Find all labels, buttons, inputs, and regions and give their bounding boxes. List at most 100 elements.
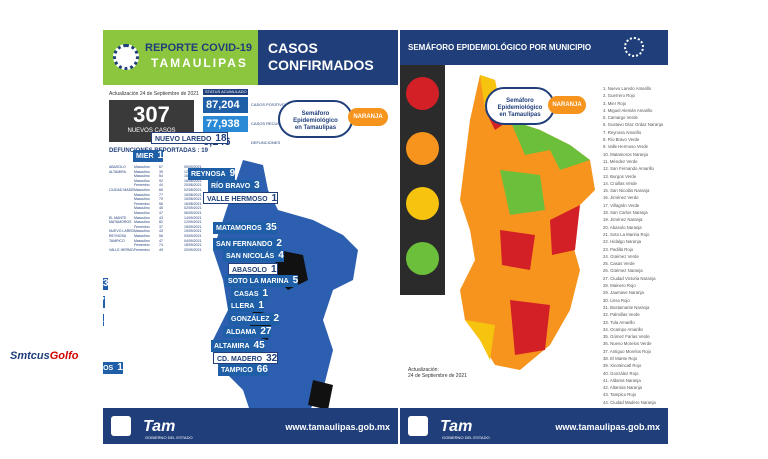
green-light-icon xyxy=(406,242,439,275)
semaforo-title: SEMÁFORO EPIDEMIOLÓGICO POR MUNICIPIO xyxy=(408,43,592,52)
table-cell: 15/08/2021 xyxy=(184,197,202,202)
case-name: MIER xyxy=(136,153,154,160)
table-cell: 77 xyxy=(159,192,163,197)
list-item: 27. Ciudad Victoria Naranja xyxy=(603,275,656,281)
semaforo-status: NARANJA xyxy=(348,108,388,126)
table-cell: 16/08/2021 xyxy=(184,192,202,197)
case-label: TAMPICO 66 xyxy=(218,364,268,376)
case-label: ALDAMA 27 xyxy=(223,326,272,338)
case-label: CASAS 1 xyxy=(231,288,269,300)
orange-light-icon xyxy=(406,132,439,165)
table-cell: 03/09/2021 xyxy=(184,233,202,238)
list-item: 4. Miguel Alemán Amarillo xyxy=(603,107,653,113)
new-cases-label: NUEVOS CASOS xyxy=(127,128,176,134)
case-name: SAN NICOLÁS xyxy=(226,253,275,260)
table-cell: Masculino xyxy=(134,197,150,202)
case-name: TAMPICO xyxy=(221,367,253,374)
case-count: 1 xyxy=(262,288,269,299)
case-count: 27 xyxy=(260,326,272,337)
case-label: XICOTÉNCATL7 xyxy=(103,296,105,308)
footer: Tam GOBIERNO DEL ESTADO www.tamaulipas.g… xyxy=(400,408,668,444)
table-cell: 47 xyxy=(159,210,163,215)
list-item: 22. Hidalgo Naranja xyxy=(603,239,641,245)
table-cell: 04/09/2021 xyxy=(184,238,202,243)
table-row: TAMPICO Masculino 47 04/09/2021 xyxy=(109,239,209,244)
case-count: 4 xyxy=(278,250,284,261)
table-cell: Masculino xyxy=(134,187,150,192)
table-cell: 15/09/2021 xyxy=(184,224,202,229)
semaforo-badge: Semáforo Epidemiológico en Tamaulipas xyxy=(278,100,353,138)
footer: Tam GOBIERNO DEL ESTADO www.tamaulipas.g… xyxy=(103,408,398,444)
table-cell: 02/09/2021 xyxy=(184,206,202,211)
table-cell: 54 xyxy=(159,174,163,179)
covid-report-panel: REPORTE COVID-19 TAMAULIPAS CASOS CONFIR… xyxy=(103,30,398,444)
semaforo-status: NARANJA xyxy=(548,96,586,114)
case-label: ABASOLO 1 xyxy=(228,263,278,275)
traffic-light xyxy=(400,65,445,295)
case-count: 1 xyxy=(117,362,123,373)
footer-url[interactable]: www.tamaulipas.gob.mx xyxy=(555,422,660,432)
list-item: 15. San Nicolás Naranja xyxy=(603,188,650,194)
recovered-label: CASOS RECUPERADOS xyxy=(251,121,298,126)
table-cell: EL MANTE xyxy=(109,215,127,220)
table-row: Masculino 47 06/09/2021 xyxy=(109,211,209,216)
state-seal-icon xyxy=(408,416,428,436)
case-label: NUEVO MORELOS1 xyxy=(103,362,123,374)
list-item: 35. Gómez Farías Verde xyxy=(603,334,650,340)
table-cell: Masculino xyxy=(134,229,150,234)
table-cell: 45 xyxy=(159,206,163,211)
case-name: SOTO LA MARINA xyxy=(228,278,289,285)
case-count: 2 xyxy=(276,238,282,249)
case-label: REYNOSA 9 xyxy=(188,168,236,180)
list-item: 13. Burgos Verde xyxy=(603,173,637,179)
case-label: SAN FERNANDO 2 xyxy=(213,238,282,250)
case-name: MATAMOROS xyxy=(216,225,262,232)
semaforo-badge: Semáforo Epidemiológico en Tamaulipas xyxy=(485,87,555,125)
table-cell: ALTAMIRA xyxy=(109,169,126,174)
municipios-list: 1. Nuevo Laredo Amarillo 2. Guerrero Rojo… xyxy=(603,85,668,406)
list-item: 17. Villagrán Verde xyxy=(603,202,640,208)
header-blue xyxy=(258,30,398,85)
list-item: 43. Tampico Rojo xyxy=(603,392,637,398)
case-count: 35 xyxy=(265,222,277,233)
table-cell: Masculino xyxy=(134,215,150,220)
case-name: RÍO BRAVO xyxy=(211,183,251,190)
case-count: 1 xyxy=(103,314,104,325)
list-item: 18. San Carlos Naranja xyxy=(603,210,648,216)
table-row: VALLE HERMOSOFemenino 49 20/09/2021 xyxy=(109,248,209,253)
list-item: 11. Méndez Verde xyxy=(603,158,638,164)
list-item: 30. Llera Rojo xyxy=(603,297,630,303)
list-item: 3. Mier Rojo xyxy=(603,100,627,106)
tam-logo: Tam xyxy=(440,418,473,435)
semaforo-panel: SEMÁFORO EPIDEMIOLÓGICO POR MUNICIPIO Se… xyxy=(400,30,668,444)
case-label: GONZÁLEZ 2 xyxy=(228,313,280,325)
list-item: 2. Guerrero Rojo xyxy=(603,93,636,99)
table-cell: ABASOLO xyxy=(109,165,126,169)
case-name: CD. MADERO xyxy=(217,356,263,363)
case-count: 2 xyxy=(273,313,280,324)
case-count: 1 xyxy=(157,150,164,161)
table-row: Masculino 70 15/08/2021 xyxy=(109,197,209,202)
table-cell: NUEVO LAREDO xyxy=(109,229,134,234)
table-row: CIUDAD MADEROMasculino 66 02/08/2021 xyxy=(109,188,209,193)
table-cell: 70 xyxy=(159,197,163,202)
list-item: 36. Nuevo Morelos Verde xyxy=(603,341,652,347)
list-item: 33. Tula Amarillo xyxy=(603,319,635,325)
case-count: 23 xyxy=(103,278,109,289)
table-cell: 14/09/2021 xyxy=(184,215,202,220)
tam-logo: Tam xyxy=(143,418,176,435)
list-item: 19. Jiménez Naranja xyxy=(603,217,643,223)
list-item: 42. Altamira Naranja xyxy=(603,385,642,391)
list-item: 25. Casas Verde xyxy=(603,261,635,267)
table-cell: 49 xyxy=(159,247,163,252)
tam-logo-sub: GOBIERNO DEL ESTADO xyxy=(145,435,193,440)
positive-count: 87,204 xyxy=(203,97,248,113)
table-cell: 37 xyxy=(159,224,163,229)
new-cases-number: 307 xyxy=(133,102,170,127)
case-label: ALTAMIRA 45 xyxy=(211,340,265,352)
table-cell: 66 xyxy=(159,187,163,192)
footer-url[interactable]: www.tamaulipas.gob.mx xyxy=(285,422,390,432)
case-name: NUEVO MORELOS xyxy=(103,365,114,372)
list-item: 10. Matamoros Naranja xyxy=(603,151,648,157)
table-cell: Femenino xyxy=(134,224,150,229)
